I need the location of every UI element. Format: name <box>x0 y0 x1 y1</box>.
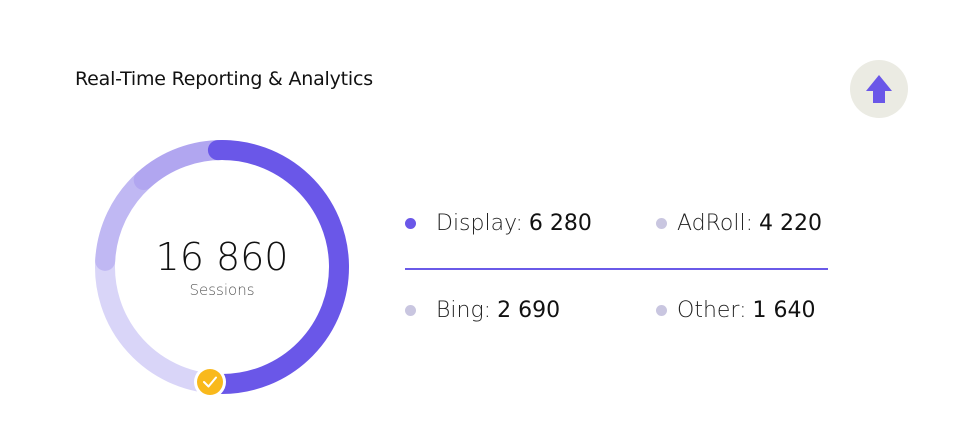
legend-label: AdRoll: <box>677 211 754 236</box>
legend-item-display: Display: 6 280 <box>405 211 592 236</box>
legend-label: Bing: <box>436 298 492 323</box>
checkmark-icon <box>203 376 217 388</box>
legend-dot <box>405 218 416 229</box>
page-title: Real-Time Reporting & Analytics <box>75 68 373 90</box>
legend-dot <box>656 305 667 316</box>
checkmark-badge <box>194 366 226 398</box>
arrow-up-icon <box>866 75 892 103</box>
legend-dot <box>656 218 667 229</box>
legend-item-other: Other: 1 640 <box>656 298 815 323</box>
sessions-donut-chart <box>95 140 349 398</box>
total-sessions-label: Sessions <box>189 281 255 299</box>
legend-dot <box>405 305 416 316</box>
legend-item-bing: Bing: 2 690 <box>405 298 560 323</box>
legend-value: 4 220 <box>759 211 823 236</box>
total-sessions-value: 16 860 <box>155 235 289 279</box>
legend-label: Other: <box>677 298 747 323</box>
legend-label: Display: <box>436 211 523 236</box>
legend-value: 2 690 <box>497 298 561 323</box>
legend-item-adroll: AdRoll: 4 220 <box>656 211 822 236</box>
legend-divider <box>405 268 828 270</box>
scroll-up-button[interactable] <box>850 60 908 118</box>
legend-value: 6 280 <box>528 211 592 236</box>
segment-display <box>207 140 349 394</box>
total-sessions: 16 860 Sessions <box>122 235 322 299</box>
legend-value: 1 640 <box>752 298 816 323</box>
